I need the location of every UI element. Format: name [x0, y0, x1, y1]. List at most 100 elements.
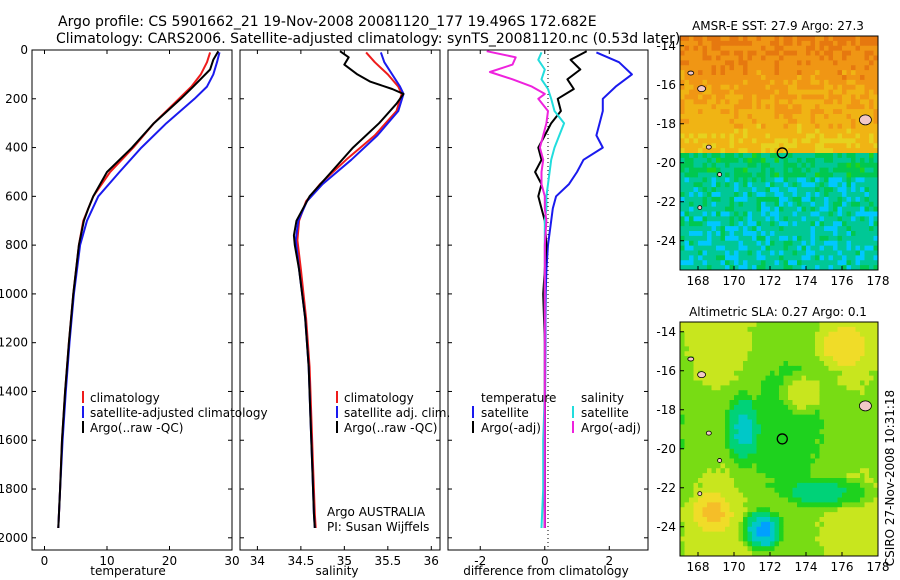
map-cell — [756, 240, 762, 247]
map-cell — [734, 235, 739, 242]
map-cell — [729, 123, 735, 130]
map-cell — [864, 84, 870, 91]
map-cell — [801, 375, 807, 381]
map-cell — [693, 138, 699, 144]
map-cell — [711, 240, 717, 247]
map-cell — [792, 546, 798, 552]
map-cell — [828, 138, 834, 144]
map-cell — [842, 255, 847, 261]
map-cell — [711, 128, 717, 134]
map-cell — [819, 187, 825, 193]
map-cell — [851, 356, 856, 362]
map-cell — [810, 512, 816, 518]
map-cell — [707, 94, 712, 100]
map-cell — [720, 235, 726, 242]
map-cell — [761, 99, 766, 105]
map-cell — [707, 201, 712, 208]
map-cell — [855, 487, 861, 494]
map-cell — [779, 192, 784, 198]
map-cell — [738, 118, 744, 125]
map-cell — [711, 216, 717, 222]
map-cell — [788, 221, 793, 227]
map-cell — [824, 231, 829, 237]
map-cell — [707, 482, 712, 489]
map-cell — [734, 443, 739, 450]
map-cell — [851, 346, 856, 352]
map-cell — [873, 153, 879, 159]
map-cell — [702, 414, 708, 420]
map-cell — [729, 255, 735, 261]
map-cell — [684, 65, 690, 71]
map-cell — [716, 157, 721, 164]
map-cell — [738, 265, 744, 271]
map-cell — [716, 400, 721, 406]
map-cell — [810, 322, 816, 328]
map-cell — [860, 221, 865, 227]
map-cell — [720, 260, 726, 266]
map-cell — [761, 478, 766, 484]
map-cell — [756, 478, 762, 484]
map-cell — [824, 114, 829, 120]
map-cell — [720, 395, 726, 401]
map-cell — [806, 380, 811, 386]
map-cell — [846, 235, 852, 242]
map-cell — [743, 541, 748, 547]
map-cell — [680, 172, 685, 178]
map-cell — [774, 404, 780, 411]
map-cell — [869, 473, 874, 479]
map-cell — [788, 404, 793, 411]
map-cell — [707, 541, 712, 547]
map-cell — [761, 65, 766, 71]
map-cell — [833, 75, 838, 81]
map-cell — [729, 395, 735, 401]
map-cell — [792, 400, 798, 406]
map-cell — [819, 167, 825, 173]
map-cell — [801, 216, 807, 222]
map-cell — [716, 507, 721, 513]
map-cell — [788, 531, 793, 537]
map-cell — [716, 226, 721, 232]
map-cell — [833, 487, 838, 494]
map-cell — [851, 404, 856, 411]
map-cell — [738, 221, 744, 227]
map-cell — [788, 36, 793, 42]
map-cell — [684, 390, 690, 396]
map-cell — [689, 414, 694, 420]
x-tick-label: 170 — [723, 560, 746, 574]
map-cell — [824, 226, 829, 232]
map-cell — [765, 182, 771, 188]
map-cell — [698, 404, 703, 411]
map-cell — [752, 231, 757, 237]
map-cell — [774, 55, 780, 61]
map-cell — [720, 128, 726, 134]
map-cell — [846, 255, 852, 261]
map-cell — [824, 133, 829, 139]
map-cell — [819, 55, 825, 61]
map-cell — [824, 211, 829, 217]
map-cell — [756, 346, 762, 352]
map-cell — [810, 536, 816, 542]
map-cell — [770, 375, 775, 381]
map-cell — [752, 255, 757, 261]
map-cell — [869, 429, 874, 435]
map-cell — [761, 448, 766, 455]
map-cell — [864, 245, 870, 251]
map-cell — [716, 541, 721, 547]
map-cell — [815, 167, 820, 173]
map-cell — [837, 143, 843, 149]
map-cell — [860, 250, 865, 256]
map-cell — [698, 380, 703, 386]
map-cell — [752, 448, 757, 455]
map-cell — [738, 322, 744, 328]
map-cell — [756, 231, 762, 237]
map-cell — [801, 255, 807, 261]
map-cell — [864, 478, 870, 484]
map-cell — [815, 133, 820, 139]
map-cell — [842, 336, 847, 342]
map-cell — [783, 260, 789, 266]
map-cell — [707, 55, 712, 61]
map-cell — [797, 531, 802, 537]
map-cell — [860, 226, 865, 232]
map-cell — [770, 365, 775, 372]
map-cell — [743, 536, 748, 542]
